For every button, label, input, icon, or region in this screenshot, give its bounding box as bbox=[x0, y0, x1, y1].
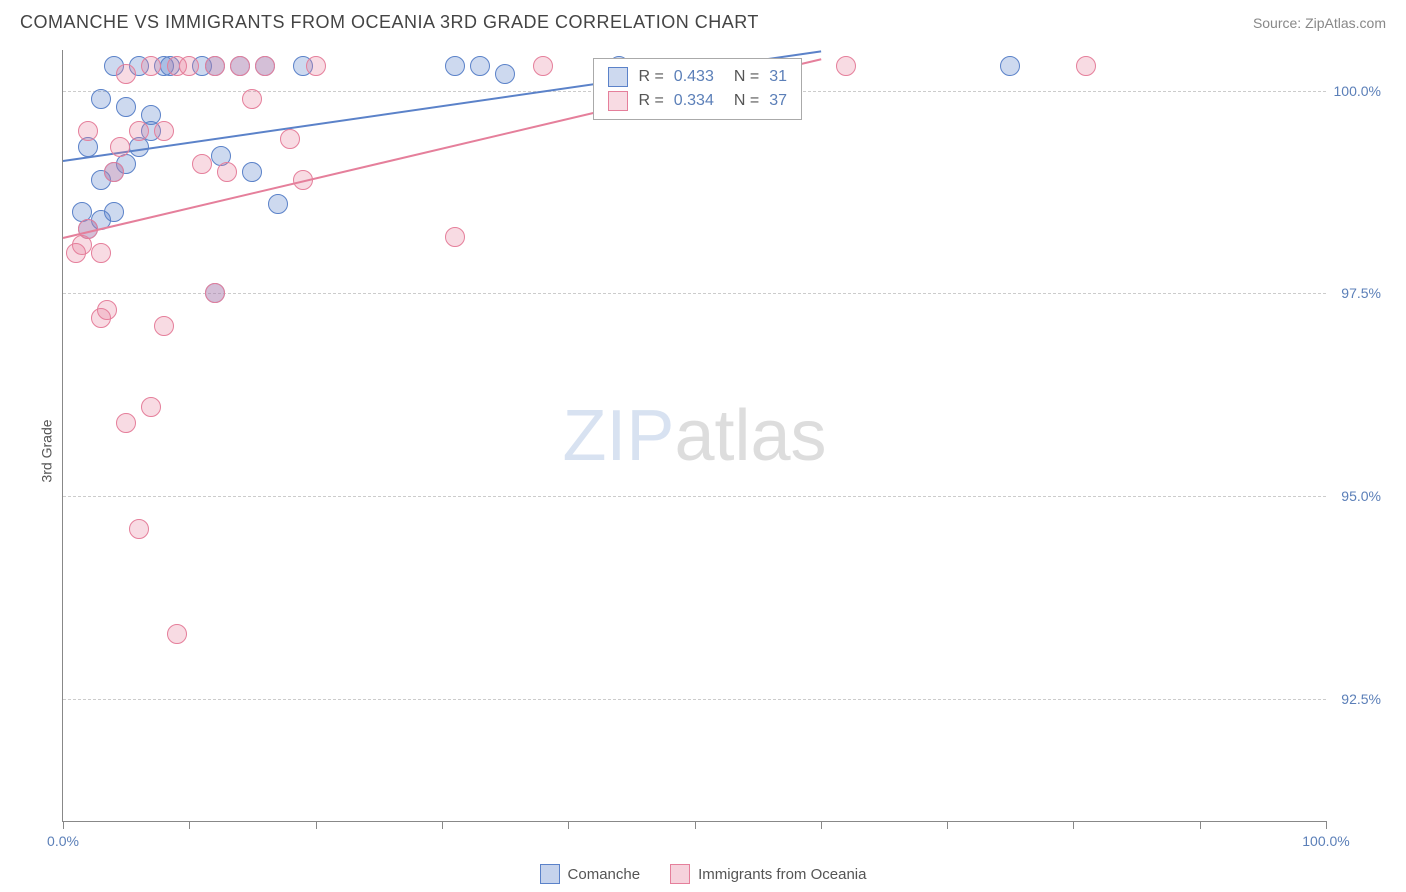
data-point bbox=[91, 243, 111, 263]
y-tick-label: 95.0% bbox=[1341, 488, 1381, 504]
y-tick-label: 97.5% bbox=[1341, 285, 1381, 301]
stat-n-value: 37 bbox=[769, 92, 787, 110]
data-point bbox=[445, 227, 465, 247]
legend-label: Comanche bbox=[568, 866, 641, 883]
data-point bbox=[154, 316, 174, 336]
x-tick bbox=[1326, 821, 1327, 829]
stat-swatch bbox=[608, 67, 628, 87]
legend: Comanche Immigrants from Oceania bbox=[0, 864, 1406, 884]
watermark-part-b: atlas bbox=[674, 396, 826, 476]
data-point bbox=[836, 56, 856, 76]
stat-box: R = 0.433 N = 31 R = 0.334 N = 37 bbox=[593, 58, 802, 120]
data-point bbox=[110, 137, 130, 157]
stat-r-label: R = bbox=[638, 68, 663, 86]
y-tick-label: 92.5% bbox=[1341, 691, 1381, 707]
data-point bbox=[141, 397, 161, 417]
data-point bbox=[91, 89, 111, 109]
data-point bbox=[205, 56, 225, 76]
x-tick bbox=[821, 821, 822, 829]
data-point bbox=[141, 56, 161, 76]
data-point bbox=[533, 56, 553, 76]
data-point bbox=[242, 89, 262, 109]
data-point bbox=[306, 56, 326, 76]
stat-n-label: N = bbox=[734, 92, 759, 110]
chart-title: COMANCHE VS IMMIGRANTS FROM OCEANIA 3RD … bbox=[20, 12, 759, 33]
watermark-part-a: ZIP bbox=[562, 396, 674, 476]
stat-r-label: R = bbox=[638, 92, 663, 110]
gridline bbox=[63, 699, 1326, 700]
data-point bbox=[217, 162, 237, 182]
gridline bbox=[63, 496, 1326, 497]
chart-header: COMANCHE VS IMMIGRANTS FROM OCEANIA 3RD … bbox=[0, 0, 1406, 41]
data-point bbox=[470, 56, 490, 76]
data-point bbox=[242, 162, 262, 182]
x-tick bbox=[1073, 821, 1074, 829]
x-tick-label: 100.0% bbox=[1302, 833, 1349, 849]
data-point bbox=[104, 162, 124, 182]
data-point bbox=[1076, 56, 1096, 76]
stat-swatch bbox=[608, 91, 628, 111]
data-point bbox=[116, 97, 136, 117]
data-point bbox=[255, 56, 275, 76]
legend-item: Immigrants from Oceania bbox=[670, 864, 866, 884]
data-point bbox=[97, 300, 117, 320]
stat-n-label: N = bbox=[734, 68, 759, 86]
data-point bbox=[192, 154, 212, 174]
x-tick bbox=[189, 821, 190, 829]
chart-area: 3rd Grade ZIPatlas 92.5%95.0%97.5%100.0%… bbox=[20, 50, 1386, 852]
x-tick bbox=[442, 821, 443, 829]
data-point bbox=[268, 194, 288, 214]
data-point bbox=[1000, 56, 1020, 76]
legend-label: Immigrants from Oceania bbox=[698, 866, 866, 883]
data-point bbox=[167, 624, 187, 644]
data-point bbox=[116, 64, 136, 84]
plot-region: ZIPatlas 92.5%95.0%97.5%100.0%0.0%100.0%… bbox=[62, 50, 1326, 822]
stat-n-value: 31 bbox=[769, 68, 787, 86]
stat-row: R = 0.433 N = 31 bbox=[608, 65, 787, 89]
gridline bbox=[63, 293, 1326, 294]
legend-swatch bbox=[540, 864, 560, 884]
y-axis-label: 3rd Grade bbox=[39, 419, 55, 482]
legend-item: Comanche bbox=[540, 864, 641, 884]
x-tick bbox=[63, 821, 64, 829]
x-tick bbox=[947, 821, 948, 829]
data-point bbox=[116, 413, 136, 433]
data-point bbox=[129, 121, 149, 141]
stat-r-value: 0.334 bbox=[674, 92, 714, 110]
data-point bbox=[154, 121, 174, 141]
x-tick bbox=[316, 821, 317, 829]
data-point bbox=[104, 202, 124, 222]
stat-r-value: 0.433 bbox=[674, 68, 714, 86]
x-tick-label: 0.0% bbox=[47, 833, 79, 849]
data-point bbox=[445, 56, 465, 76]
legend-swatch bbox=[670, 864, 690, 884]
data-point bbox=[205, 283, 225, 303]
data-point bbox=[495, 64, 515, 84]
watermark: ZIPatlas bbox=[562, 395, 826, 477]
y-tick-label: 100.0% bbox=[1334, 83, 1381, 99]
data-point bbox=[230, 56, 250, 76]
data-point bbox=[78, 121, 98, 141]
data-point bbox=[179, 56, 199, 76]
chart-source: Source: ZipAtlas.com bbox=[1253, 15, 1386, 31]
x-tick bbox=[568, 821, 569, 829]
data-point bbox=[280, 129, 300, 149]
stat-row: R = 0.334 N = 37 bbox=[608, 89, 787, 113]
x-tick bbox=[1200, 821, 1201, 829]
data-point bbox=[129, 519, 149, 539]
x-tick bbox=[695, 821, 696, 829]
